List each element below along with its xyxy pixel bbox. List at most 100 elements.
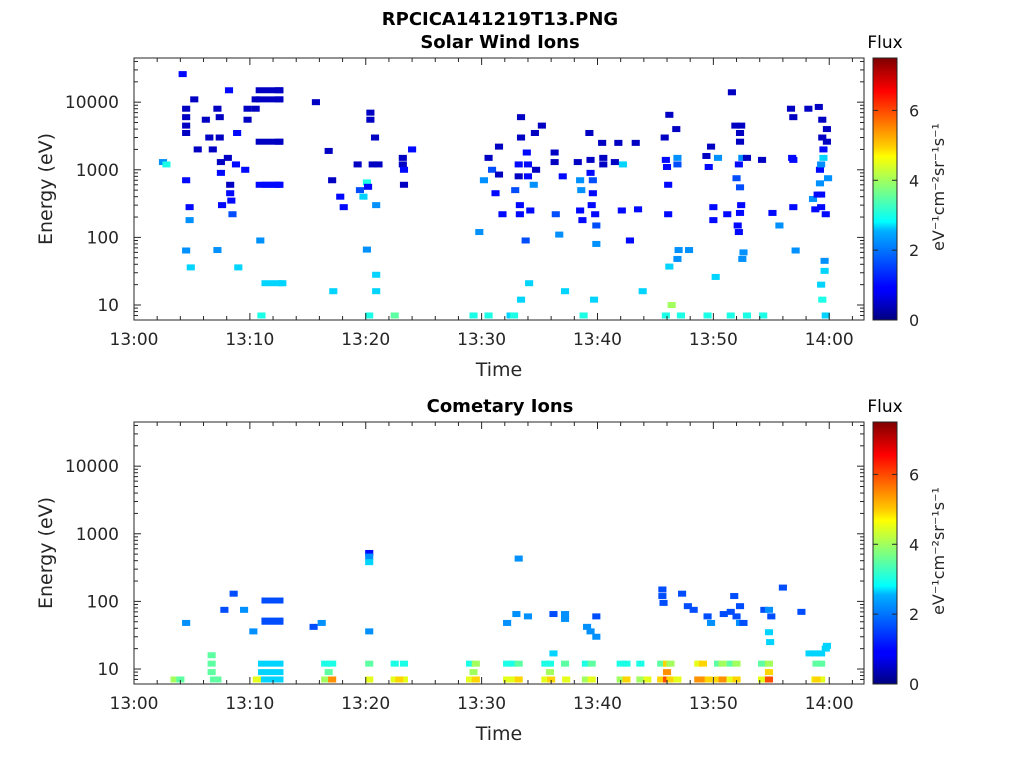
colorbar-units-label: eV⁻¹cm⁻²sr⁻¹s⁻¹	[929, 123, 948, 251]
heatmap-cell	[511, 187, 520, 194]
heatmap-cell	[228, 211, 237, 218]
heatmap-cell	[689, 606, 698, 613]
heatmap-cell	[399, 181, 409, 188]
heatmap-cell	[508, 660, 517, 667]
heatmap-cell	[560, 288, 570, 295]
heatmap-cell	[666, 660, 675, 667]
heatmap-cell	[560, 611, 570, 618]
heatmap-cell	[732, 660, 741, 667]
heatmap-cell	[660, 134, 669, 141]
heatmap-cell	[251, 96, 260, 103]
heatmap-cell	[226, 181, 235, 188]
y-tick-label: 10000	[65, 93, 119, 113]
x-tick-label: 14:00	[805, 694, 854, 714]
heatmap-cell	[658, 593, 667, 600]
colorbar-tick-label: 4	[909, 535, 919, 554]
heatmap-cell	[176, 676, 185, 683]
heatmap-cell	[257, 676, 284, 683]
heatmap-cell	[665, 111, 674, 118]
heatmap-cell	[362, 179, 371, 186]
heatmap-cell	[592, 613, 601, 620]
heatmap-cell	[223, 154, 232, 161]
heatmap-cell	[469, 312, 478, 319]
heatmap-cell	[658, 586, 667, 593]
heatmap-cell	[227, 197, 236, 204]
heatmap-cell	[521, 237, 530, 244]
heatmap-cell	[550, 149, 559, 156]
heatmap-cell	[398, 154, 407, 161]
heatmap-cell	[706, 143, 716, 150]
heatmap-cell	[514, 555, 523, 562]
heatmap-cell	[676, 312, 685, 319]
y-tick-label: 10000	[65, 457, 119, 477]
heatmap-cell	[309, 623, 318, 630]
heatmap-cell	[251, 105, 260, 112]
heatmap-cell	[618, 161, 628, 168]
heatmap-cell	[494, 171, 504, 178]
heatmap-cell	[636, 676, 645, 683]
heatmap-cell	[739, 619, 748, 626]
heatmap-cell	[359, 193, 368, 200]
heatmap-cell	[711, 273, 720, 280]
heatmap-cell	[390, 676, 399, 683]
heatmap-cell	[819, 146, 828, 153]
heatmap-cell	[252, 676, 261, 683]
x-tick-label: 13:50	[689, 694, 738, 714]
heatmap-cell	[789, 204, 798, 211]
heatmap-cell	[818, 296, 827, 303]
y-axis-label: Energy (eV)	[35, 133, 57, 245]
heatmap-cell	[616, 660, 625, 667]
heatmap-cell	[622, 660, 631, 667]
heatmap-cell	[233, 129, 242, 136]
heatmap-cell	[484, 154, 493, 161]
heatmap-cell	[311, 99, 320, 106]
heatmap-cell	[321, 660, 330, 667]
heatmap-cell	[737, 122, 746, 129]
heatmap-cell	[162, 161, 171, 168]
heatmap-cell	[664, 211, 673, 218]
heatmap-cell	[274, 87, 283, 94]
heatmap-cell	[532, 166, 541, 173]
heatmap-cell	[757, 156, 767, 163]
heatmap-cell	[185, 217, 194, 224]
heatmap-cell	[718, 676, 727, 683]
heatmap-cell	[545, 660, 555, 667]
heatmap-cell	[684, 247, 694, 254]
heatmap-cell	[614, 139, 623, 146]
heatmap-cell	[182, 619, 191, 626]
colorbar-title: Flux	[867, 397, 902, 417]
y-tick-label: 1000	[76, 161, 119, 181]
x-tick-label: 14:00	[805, 330, 854, 350]
heatmap-cell	[673, 161, 682, 168]
heatmap-cell	[764, 606, 774, 613]
x-tick-label: 13:00	[110, 330, 159, 350]
heatmap-cell	[764, 676, 774, 683]
heatmap-cell	[817, 161, 826, 168]
heatmap-cell	[220, 606, 229, 613]
heatmap-cell	[719, 611, 728, 618]
heatmap-cell	[757, 660, 767, 667]
heatmap-cell	[261, 181, 280, 188]
colorbar-gradient	[872, 57, 898, 321]
x-tick-label: 13:00	[110, 694, 159, 714]
heatmap-cell	[465, 660, 475, 667]
heatmap-cell	[514, 676, 523, 683]
heatmap-cell	[186, 264, 195, 271]
heatmap-cell	[257, 669, 284, 676]
heatmap-cell	[529, 181, 538, 188]
heatmap-cell	[560, 615, 570, 622]
colorbar-units-label: eV⁻¹cm⁻²sr⁻¹s⁻¹	[929, 487, 948, 615]
heatmap-cell	[328, 177, 337, 184]
heatmap-cell	[732, 175, 741, 182]
heatmap-cell	[364, 183, 373, 190]
heatmap-cell	[514, 660, 523, 667]
panel-title: Cometary Ions	[427, 396, 574, 417]
heatmap-cell	[182, 247, 191, 254]
heatmap-cell	[399, 660, 409, 667]
heatmap-cell	[274, 181, 283, 188]
heatmap-cell	[512, 611, 521, 618]
heatmap-cell	[662, 669, 672, 676]
heatmap-cell	[465, 676, 475, 683]
heatmap-cell	[764, 669, 774, 676]
heatmap-cell	[372, 271, 381, 278]
